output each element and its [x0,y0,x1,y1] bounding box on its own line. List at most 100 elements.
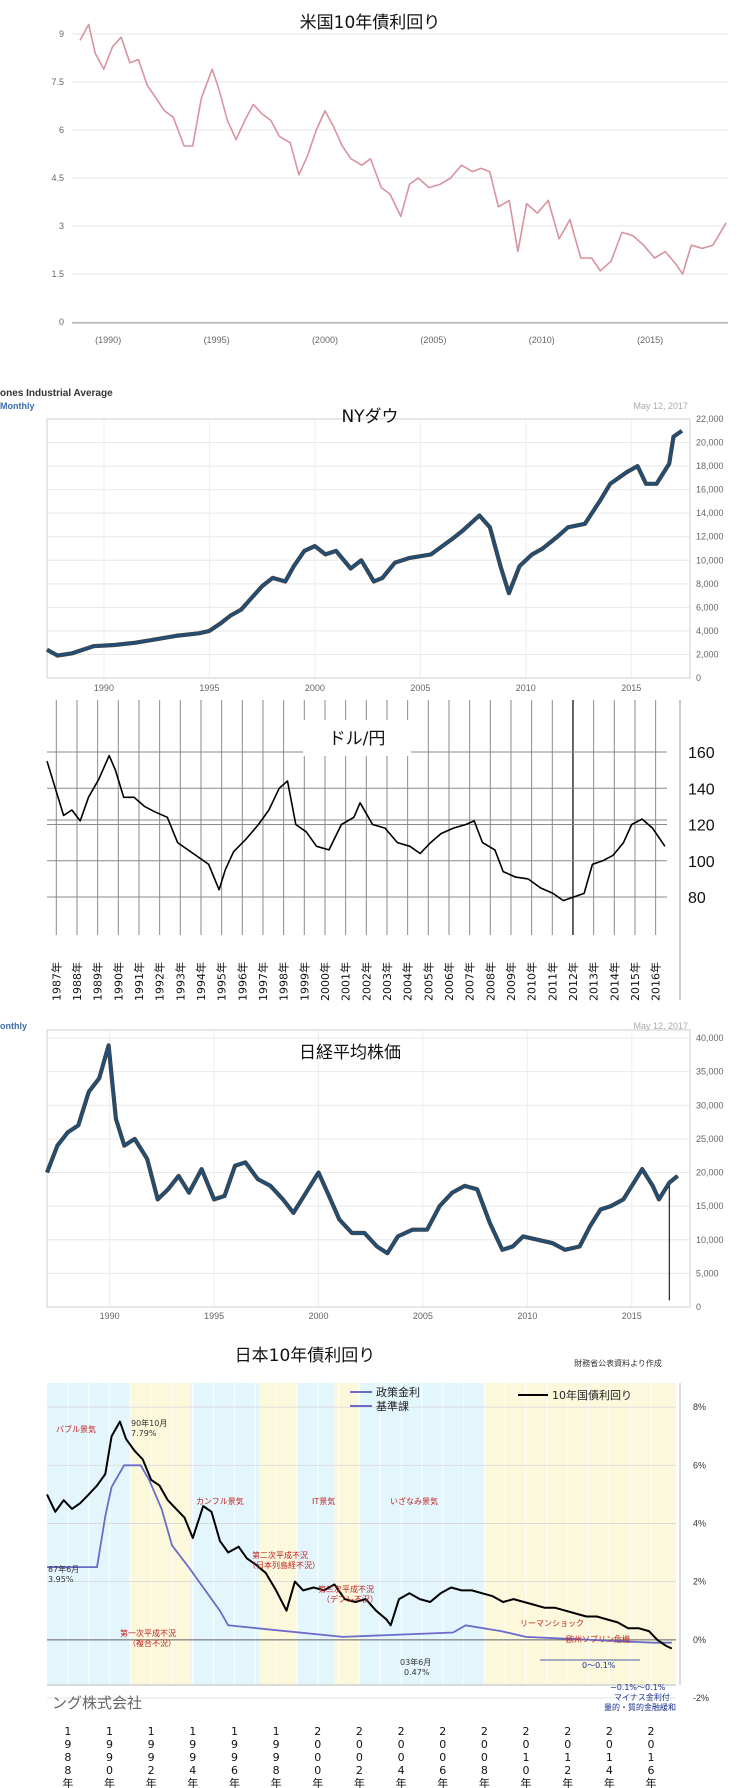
x-tick-char: 8 [64,1751,71,1764]
y-tick-label: 0% [693,1635,706,1645]
x-tick-label: (1990) [95,335,121,345]
x-tick-label: 1988年 [70,962,84,1001]
x-tick-label: 1996年 [235,962,249,1001]
x-tick-char: 年 [271,1776,282,1788]
y-tick-label: 18,000 [696,461,724,471]
annotation: （デフレ不況） [322,1594,378,1604]
x-tick-char: 年 [562,1776,573,1788]
y-tick-label: 6,000 [696,602,719,612]
x-tick-label: (2005) [420,335,446,345]
x-tick-label: 2009年 [504,962,518,1001]
x-tick-char: 6 [648,1764,655,1777]
x-tick-char: 1 [189,1725,196,1738]
x-tick-char: 1 [648,1751,655,1764]
x-tick-label: 2002年 [359,962,373,1001]
x-tick-char: 1 [64,1725,71,1738]
x-tick-char: 0 [314,1738,321,1751]
y-tick-label: 2% [693,1577,706,1587]
y-tick-label: 4% [693,1518,706,1528]
x-tick-label: 2001年 [339,962,353,1001]
x-tick-label: 1990 [100,1311,120,1321]
x-tick-char: 4 [398,1764,405,1777]
x-tick-char: 年 [62,1776,73,1788]
x-tick-label: 1990 [94,683,114,693]
series-line-10y-jgb [46,1420,673,1650]
nikkei-chart: 0 5,000 10,000 15,000 20,000 25,000 30,000 35,0… [0,1015,740,1325]
annotation: 3.95% [48,1575,74,1584]
x-tick-label: 2004年 [401,962,415,1001]
series-candle-body [45,429,684,658]
annotation: 欧州ソブリン危機 [566,1634,630,1644]
x-tick-char: 6 [439,1764,446,1777]
x-tick-char: 1 [606,1751,613,1764]
x-tick-label: 2011年 [545,962,559,1001]
x-tick-char: 2 [356,1725,363,1738]
title-box [303,720,411,756]
y-tick-label: 25,000 [696,1134,724,1144]
x-tick-label: (2015) [637,335,663,345]
y-tick-label: 30,000 [696,1100,724,1110]
y-tick-label: 10,000 [696,1235,724,1245]
chart-title: ドル/円 [329,729,386,749]
x-tick-char: 9 [106,1751,113,1764]
x-tick-char: 0 [439,1751,446,1764]
period-band [130,1383,191,1685]
x-tick-label: 2005年 [421,962,435,1001]
x-tick-char: 年 [354,1776,365,1788]
period-band [586,1383,676,1685]
x-tick-label: 2010 [517,1311,537,1321]
x-tick-label: 2007年 [463,962,477,1001]
y-tick-label: 80 [688,890,706,907]
series-line [79,23,727,275]
y-tick-label: 7.5 [51,77,64,87]
legend-label: 10年国債利回り [552,1388,632,1402]
x-tick-char: 9 [106,1738,113,1751]
x-tick-char: 年 [521,1776,532,1788]
x-tick-char: 0 [439,1738,446,1751]
x-tick-char: 年 [104,1776,115,1788]
legend-label: 基準課 [376,1399,409,1413]
y-tick-label: 100 [688,854,715,871]
x-tick-char: 年 [604,1776,615,1788]
company-name: ング株式会社 [52,1694,142,1712]
x-tick-label: 1995 [199,683,219,693]
x-tick-label: 1994年 [194,962,208,1001]
usd-jpy-svg: 1987年 1988年 1989年 1990年 1991年 1992年 1993年 1994年… [46,700,715,1001]
chart-subheader: onthly [0,1021,27,1031]
date-stamp: May 12, 2017 [633,401,688,411]
x-tick-char: 0 [481,1738,488,1751]
x-tick-char: 年 [479,1776,490,1788]
x-tick-label: 2013年 [587,962,601,1001]
series-line-policy-rate [47,1464,672,1644]
y-tick-label: 20,000 [696,438,724,448]
x-tick-label: (1995) [204,335,230,345]
x-tick-char: 2 [564,1764,571,1777]
x-tick-label: 1997年 [256,962,270,1001]
annotation: 0.47% [404,1668,430,1677]
x-tick-char: 2 [356,1764,363,1777]
usd-jpy-chart: 1987年 1988年 1989年 1990年 1991年 1992年 1993年 1994年… [0,700,740,1005]
annotation: いざなみ景気 [390,1496,438,1506]
x-tick-char: 2 [481,1725,488,1738]
x-tick-label: 2000年 [318,962,332,1001]
x-tick-char: 8 [64,1764,71,1777]
y-tick-label: 0 [59,317,64,327]
nikkei-svg: 0 5,000 10,000 15,000 20,000 25,000 30,000 35,0… [0,1021,724,1321]
x-tick-char: 0 [398,1751,405,1764]
x-tick-char: 0 [314,1751,321,1764]
x-tick-char: 2 [606,1725,613,1738]
x-tick-label: 1989年 [91,962,105,1001]
chart-title: 日経平均株価 [299,1043,401,1063]
x-tick-char: 2 [564,1725,571,1738]
y-tick-label: 2,000 [696,649,719,659]
us-10y-yield-chart: 0 1.5 3 4.5 6 7.5 9 (1990) (1995) (2000) (2005) (20… [0,0,740,350]
annotation: 87年6月 [48,1564,79,1574]
x-tick-label: 2012年 [566,962,580,1001]
x-tick-char: 9 [64,1738,71,1751]
y-tick-label: 6% [693,1460,706,1470]
x-tick-char: 1 [148,1725,155,1738]
x-tick-label: 2010 [516,683,536,693]
y-tick-label: 6 [59,125,64,135]
x-tick-char: 0 [106,1764,113,1777]
x-tick-char: 8 [481,1764,488,1777]
